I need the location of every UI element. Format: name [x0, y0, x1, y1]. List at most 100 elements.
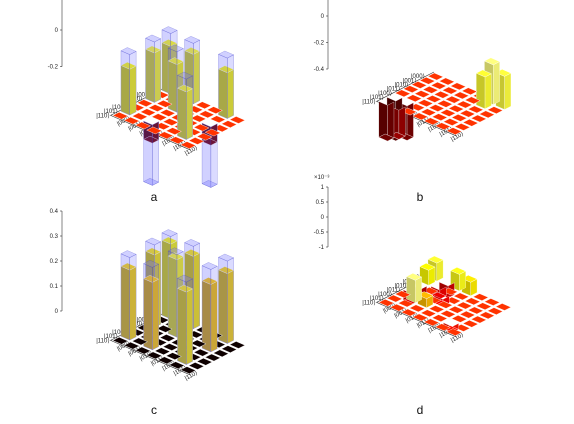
bar [442, 118, 460, 126]
bar [423, 117, 440, 126]
bar-top [157, 356, 174, 365]
bar-top [123, 341, 140, 350]
bar-top [461, 87, 478, 96]
bar-top [134, 346, 152, 355]
bar-top [427, 255, 444, 264]
bar [209, 115, 226, 124]
bar-top [451, 315, 468, 323]
bar [475, 302, 492, 311]
ideal-bar-top [161, 26, 178, 34]
bar [439, 109, 457, 117]
bar [112, 336, 129, 345]
bar-top [456, 100, 473, 109]
bar [414, 90, 431, 98]
bar-face [493, 61, 500, 105]
bar-face [406, 276, 416, 304]
row-tick-label: |001⟩ [403, 77, 417, 84]
bar [123, 341, 140, 350]
ideal-bar-face [154, 38, 161, 103]
ideal-bar-face [177, 74, 187, 140]
bar [229, 341, 246, 349]
bar-top [123, 116, 140, 125]
bar-top [386, 294, 403, 303]
bar [193, 123, 210, 132]
bar-top [446, 127, 463, 135]
bar [131, 112, 148, 121]
bar [475, 69, 492, 110]
ideal-bar-face [152, 263, 159, 351]
bar-top [206, 106, 223, 114]
bar [462, 118, 479, 127]
bar-face [415, 276, 422, 304]
bar-top [188, 137, 205, 145]
bar-top [464, 297, 481, 306]
bar [405, 272, 423, 304]
ideal-bar-top [143, 178, 160, 186]
bar-top [409, 304, 426, 313]
bar-top [193, 123, 210, 132]
base-axis [375, 71, 456, 136]
bar [378, 101, 395, 142]
bar-top [146, 351, 163, 360]
ideal-bar-face [167, 47, 178, 113]
row-tick-label: |010⟩ [395, 82, 409, 89]
bar [439, 310, 457, 318]
bar [448, 305, 465, 314]
bar-top [394, 290, 411, 299]
bar-top [459, 109, 476, 118]
bar-top [168, 361, 185, 370]
bar [430, 81, 447, 90]
bar [229, 116, 246, 124]
bar-top [487, 106, 504, 114]
z-tick-label: -1 [319, 245, 325, 251]
bar-top [212, 349, 230, 358]
ideal-bar-face [129, 50, 137, 116]
bar-top [495, 303, 512, 311]
bar [453, 292, 470, 301]
bar [188, 137, 205, 145]
bar [139, 108, 157, 117]
row-tick-label: |011⟩ [387, 287, 400, 294]
bar-top [204, 128, 221, 137]
bar-top [402, 85, 420, 93]
ideal-bar-top [120, 47, 137, 55]
bar [136, 99, 154, 107]
bar-top [470, 114, 487, 123]
bar [461, 87, 478, 96]
row-tick-label: |101⟩ [370, 94, 384, 101]
bar-top [475, 69, 492, 78]
bar [402, 85, 420, 93]
ideal-bar-face [186, 75, 193, 140]
bar [378, 298, 395, 307]
bar-top [412, 112, 429, 121]
bar [425, 95, 442, 103]
row-tick-label: |101⟩ [104, 333, 118, 340]
bar-top [420, 309, 437, 318]
bar-top [405, 94, 423, 103]
row-tick-label: |100⟩ [112, 329, 126, 336]
bar [148, 104, 165, 112]
bar-top [453, 292, 470, 301]
bar [196, 132, 213, 141]
bar-top [433, 90, 450, 99]
bar-top [448, 104, 465, 113]
bar [405, 94, 423, 103]
bar-top [446, 328, 463, 336]
bar [467, 105, 484, 114]
bar [419, 262, 436, 286]
bar-top [151, 113, 168, 121]
ideal-bar-face [145, 37, 155, 103]
bar [165, 352, 182, 360]
bar [204, 353, 221, 362]
bar [478, 110, 496, 119]
bar [198, 110, 215, 119]
z-tick-label: -0.4 [314, 67, 325, 73]
ideal-bar-top [217, 50, 235, 59]
bar [420, 108, 437, 117]
bar [204, 128, 221, 137]
bar [434, 122, 451, 131]
ideal-bar-top [217, 253, 235, 262]
bar-top [414, 90, 431, 98]
bar [212, 349, 230, 358]
bar-top [131, 337, 148, 346]
